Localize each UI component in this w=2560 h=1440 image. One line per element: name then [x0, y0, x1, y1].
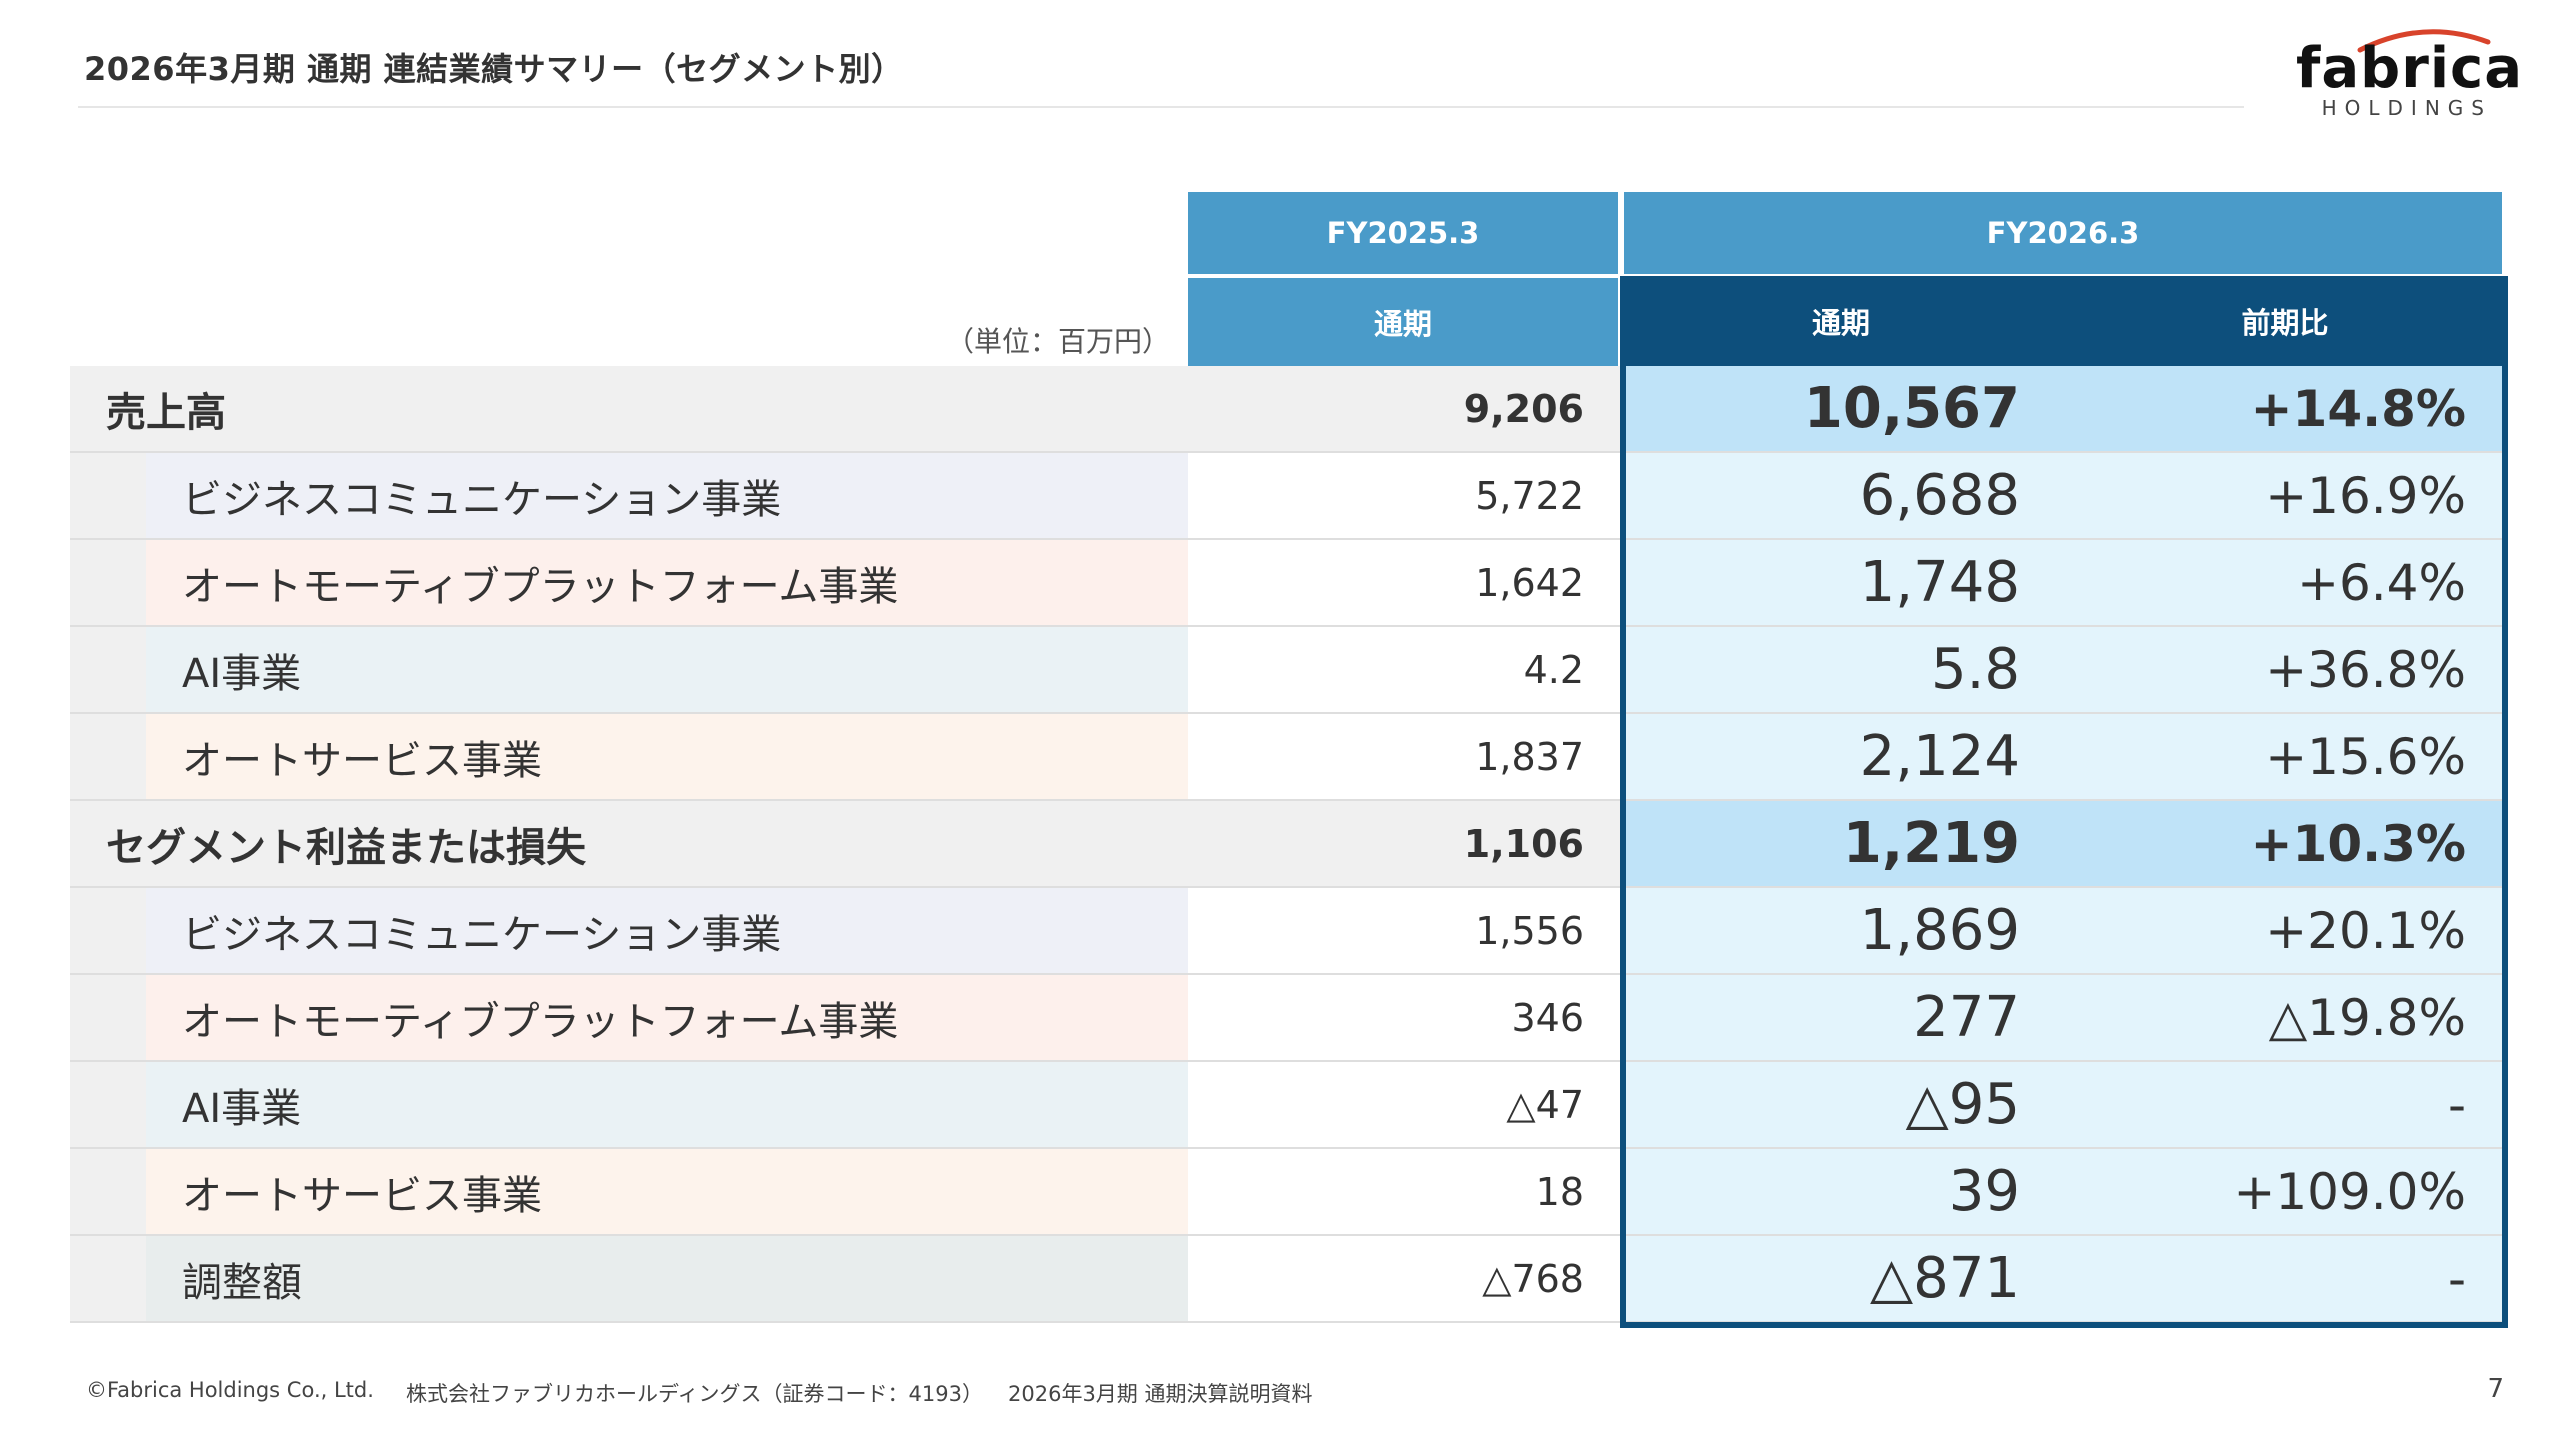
- row-label: ビジネスコミュニケーション事業: [146, 453, 1188, 538]
- value-prev: △768: [1188, 1236, 1622, 1321]
- row-indent: [70, 714, 146, 799]
- value-prev: 18: [1188, 1149, 1622, 1234]
- row-label: AI事業: [146, 627, 1188, 712]
- value-cur: 2,124: [1622, 714, 2062, 799]
- value-prev: 346: [1188, 975, 1622, 1060]
- value-yoy: -: [2062, 1062, 2508, 1147]
- header-yoy: 前期比: [2062, 276, 2508, 366]
- logo-wordmark: fabrica: [2296, 36, 2524, 101]
- value-prev: 9,206: [1188, 366, 1622, 451]
- table-row: オートモーティブプラットフォーム事業 1,642 1,748 +6.4%: [70, 540, 2508, 627]
- value-yoy: +109.0%: [2062, 1149, 2508, 1234]
- title-divider: [78, 106, 2244, 108]
- value-cur: 277: [1622, 975, 2062, 1060]
- row-label: ビジネスコミュニケーション事業: [146, 888, 1188, 973]
- value-yoy: -: [2062, 1236, 2508, 1321]
- page-number: 7: [2487, 1374, 2504, 1404]
- value-yoy: +10.3%: [2062, 801, 2508, 886]
- value-prev: 5,722: [1188, 453, 1622, 538]
- row-indent: [70, 1062, 146, 1147]
- row-indent: [70, 453, 146, 538]
- row-indent: [70, 540, 146, 625]
- row-indent: [70, 627, 146, 712]
- header-fy-prev: FY2025.3: [1188, 192, 1618, 274]
- table-row: AI事業 4.2 5.8 +36.8%: [70, 627, 2508, 714]
- page-title: 2026年3月期 通期 連結業績サマリー（セグメント別）: [84, 50, 904, 88]
- value-yoy: +36.8%: [2062, 627, 2508, 712]
- header-cur-fullyear: 通期: [1620, 276, 2062, 366]
- header-fy-cur: FY2026.3: [1624, 192, 2502, 274]
- value-prev: 1,556: [1188, 888, 1622, 973]
- footer-company: 株式会社ファブリカホールディングス（証券コード：4193）: [406, 1382, 983, 1406]
- row-label: セグメント利益または損失: [70, 801, 1188, 886]
- value-yoy: +20.1%: [2062, 888, 2508, 973]
- row-indent: [70, 1149, 146, 1234]
- table-row: ビジネスコミュニケーション事業 1,556 1,869 +20.1%: [70, 888, 2508, 975]
- row-label: オートサービス事業: [146, 1149, 1188, 1234]
- table-row-segment-profit: セグメント利益または損失 1,106 1,219 +10.3%: [70, 801, 2508, 888]
- current-year-frame-left: [1620, 366, 1626, 1323]
- row-label: オートサービス事業: [146, 714, 1188, 799]
- value-yoy: △19.8%: [2062, 975, 2508, 1060]
- table-row-sales: 売上高 9,206 10,567 +14.8%: [70, 366, 2508, 453]
- row-label: 売上高: [70, 366, 1188, 451]
- value-cur: 1,748: [1622, 540, 2062, 625]
- header-separator: [1618, 192, 1620, 274]
- value-cur: 39: [1622, 1149, 2062, 1234]
- row-label: オートモーティブプラットフォーム事業: [146, 540, 1188, 625]
- value-yoy: +16.9%: [2062, 453, 2508, 538]
- row-label: AI事業: [146, 1062, 1188, 1147]
- value-cur: 10,567: [1622, 366, 2062, 451]
- value-cur: 5.8: [1622, 627, 2062, 712]
- value-prev: 4.2: [1188, 627, 1622, 712]
- header-prev-fullyear: 通期: [1188, 278, 1618, 366]
- footer-document: 2026年3月期 通期決算説明資料: [1008, 1382, 1313, 1406]
- row-indent: [70, 1236, 146, 1321]
- value-yoy: +15.6%: [2062, 714, 2508, 799]
- table-row: オートサービス事業 18 39 +109.0%: [70, 1149, 2508, 1236]
- table-row: オートモーティブプラットフォーム事業 346 277 △19.8%: [70, 975, 2508, 1062]
- value-prev: 1,642: [1188, 540, 1622, 625]
- logo-subtitle: HOLDINGS: [2321, 96, 2492, 120]
- logo-arc-icon: [2357, 29, 2491, 53]
- value-cur: △871: [1622, 1236, 2062, 1321]
- row-indent: [70, 888, 146, 973]
- unit-label: （単位：百万円）: [945, 325, 1170, 358]
- value-cur: 6,688: [1622, 453, 2062, 538]
- table-row: AI事業 △47 △95 -: [70, 1062, 2508, 1149]
- value-prev: △47: [1188, 1062, 1622, 1147]
- company-logo: fabrica HOLDINGS: [2296, 24, 2524, 124]
- value-prev: 1,837: [1188, 714, 1622, 799]
- row-label: 調整額: [146, 1236, 1188, 1321]
- table-row: ビジネスコミュニケーション事業 5,722 6,688 +16.9%: [70, 453, 2508, 540]
- value-yoy: +6.4%: [2062, 540, 2508, 625]
- table-row: オートサービス事業 1,837 2,124 +15.6%: [70, 714, 2508, 801]
- value-yoy: +14.8%: [2062, 366, 2508, 451]
- value-cur: 1,219: [1622, 801, 2062, 886]
- value-cur: 1,869: [1622, 888, 2062, 973]
- row-label: オートモーティブプラットフォーム事業: [146, 975, 1188, 1060]
- value-prev: 1,106: [1188, 801, 1622, 886]
- value-cur: △95: [1622, 1062, 2062, 1147]
- footer-copyright: ©Fabrica Holdings Co., Ltd.: [86, 1378, 374, 1402]
- table-row: 調整額 △768 △871 -: [70, 1236, 2508, 1323]
- row-indent: [70, 975, 146, 1060]
